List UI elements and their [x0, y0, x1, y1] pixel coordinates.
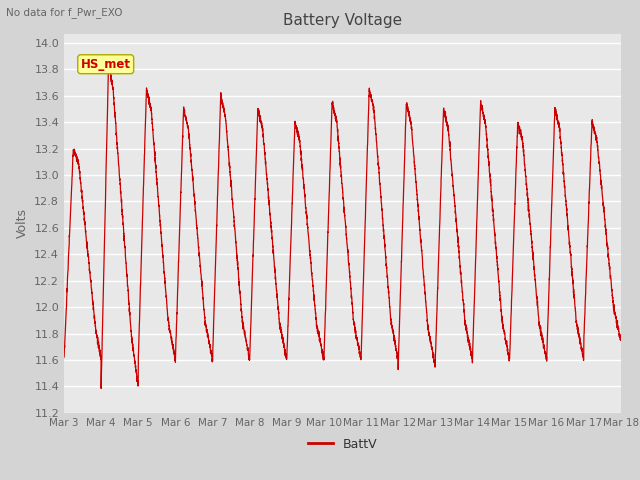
- Title: Battery Voltage: Battery Voltage: [283, 13, 402, 28]
- Text: HS_met: HS_met: [81, 58, 131, 71]
- Text: No data for f_Pwr_EXO: No data for f_Pwr_EXO: [6, 7, 123, 18]
- Legend: BattV: BattV: [303, 433, 382, 456]
- Y-axis label: Volts: Volts: [16, 208, 29, 238]
